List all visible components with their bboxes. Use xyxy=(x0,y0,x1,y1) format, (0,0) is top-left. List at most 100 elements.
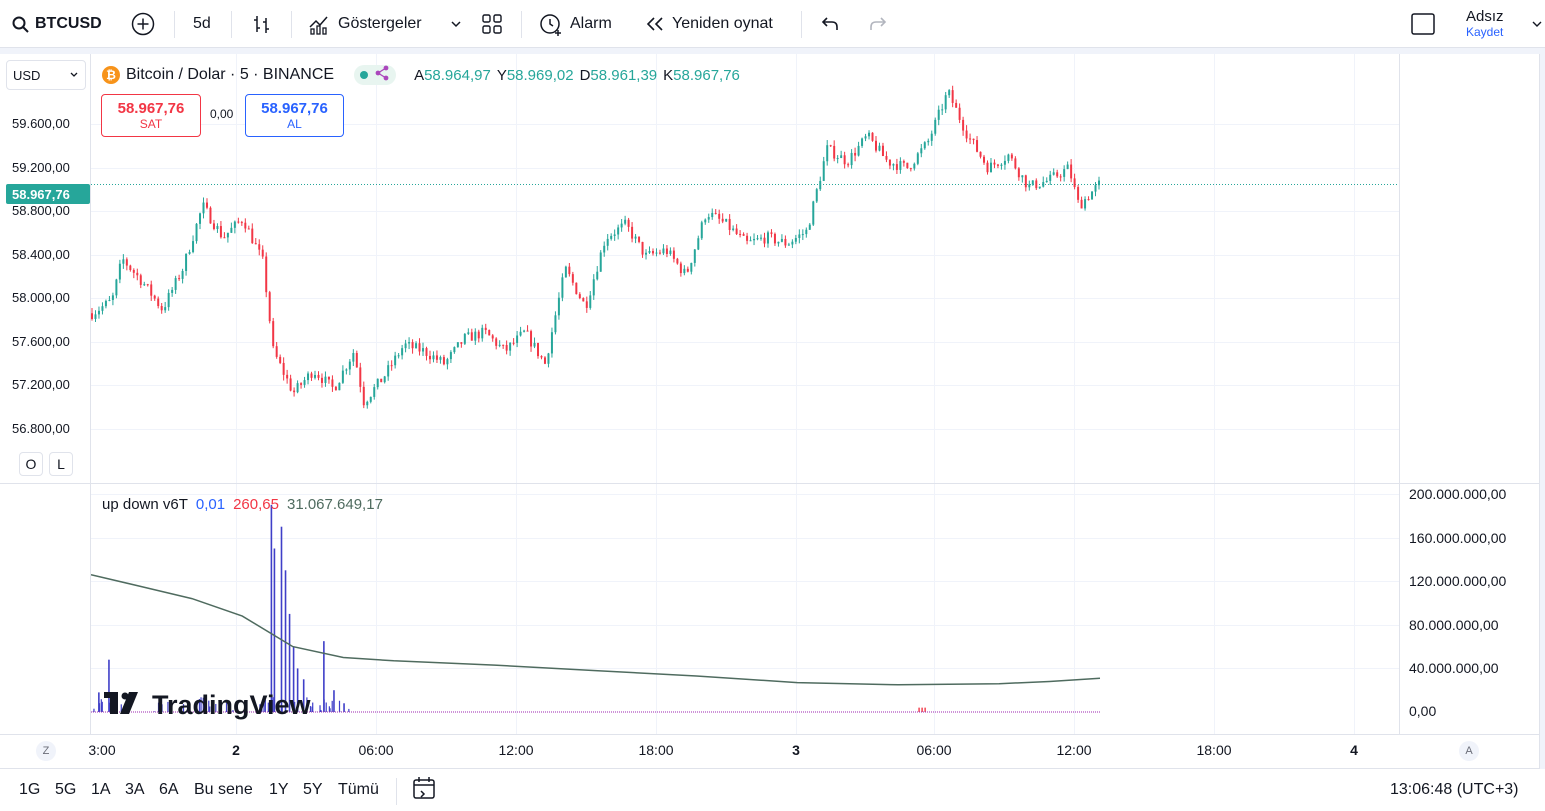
candle-body xyxy=(700,222,703,239)
indicator-bar xyxy=(225,702,228,712)
candle-body xyxy=(624,219,627,224)
candle-body xyxy=(314,374,317,378)
symbol-title[interactable]: Bitcoin / Dolar · 5 · BINANCE xyxy=(126,66,335,83)
candle-body xyxy=(822,161,825,181)
candle-body xyxy=(205,202,208,208)
candle-body xyxy=(122,259,125,264)
time-tick: 3:00 xyxy=(88,742,116,758)
candle-body xyxy=(739,233,742,235)
candle-body xyxy=(383,376,386,383)
currency-select[interactable]: USD xyxy=(6,60,86,90)
compare-symbol-button[interactable] xyxy=(131,0,155,48)
candle-body xyxy=(944,95,947,110)
range-5y-button[interactable]: 5Y xyxy=(303,781,323,798)
buy-button[interactable]: 58.967,76 AL xyxy=(245,94,344,137)
symbol-search-button[interactable]: BTCUSD xyxy=(12,0,102,48)
range-6m-button[interactable]: 6A xyxy=(159,781,179,798)
range-1m-button[interactable]: 1A xyxy=(91,781,111,798)
candle-body xyxy=(125,259,128,266)
redo-button[interactable] xyxy=(868,0,888,48)
indicator-legend[interactable]: up down v6T 0,01 260,65 31.067.649,17 xyxy=(102,496,383,513)
save-dropdown[interactable] xyxy=(1531,0,1543,48)
layout-name-button[interactable]: Adsız Kaydet xyxy=(1466,0,1504,48)
time-tick: 2 xyxy=(232,742,240,758)
candle-body xyxy=(380,378,383,383)
candle-body xyxy=(707,217,710,220)
candle-body xyxy=(199,213,202,224)
chart-area[interactable] xyxy=(0,54,1545,811)
indicator-bar xyxy=(100,699,102,712)
market-status-pill[interactable] xyxy=(354,65,397,85)
candle-body xyxy=(111,295,114,300)
candle-body xyxy=(442,357,445,365)
candle-body xyxy=(1077,187,1080,200)
candle-body xyxy=(760,237,763,239)
range-3m-button[interactable]: 3A xyxy=(125,781,145,798)
candle-body xyxy=(711,212,714,218)
candle-body xyxy=(286,374,289,379)
indicators-button[interactable]: Göstergeler xyxy=(308,0,422,48)
indicator-bar xyxy=(325,702,327,712)
candle-body xyxy=(526,330,529,332)
candle-body xyxy=(923,142,926,149)
indicator-templates-dropdown[interactable] xyxy=(449,0,463,48)
goto-date-button[interactable] xyxy=(411,769,437,811)
symbol-legend: ₿ Bitcoin / Dolar · 5 · BINANCE A58.964,… xyxy=(102,64,740,86)
grid-line xyxy=(934,54,935,734)
pane-separator[interactable] xyxy=(0,483,1540,484)
range-all-button[interactable]: Tümü xyxy=(338,781,379,798)
interval-button[interactable]: 5d xyxy=(193,0,211,48)
candle-body xyxy=(564,266,567,278)
auto-scale-button[interactable]: A xyxy=(1459,741,1479,761)
tradingview-watermark[interactable]: TradingView xyxy=(104,690,311,721)
range-5d-button[interactable]: 5G xyxy=(55,781,77,798)
alarm-button[interactable]: Alarm xyxy=(538,0,612,48)
layout-button[interactable] xyxy=(480,0,504,48)
toolbar-divider xyxy=(801,11,802,38)
candle-body xyxy=(171,289,174,293)
candle-body xyxy=(394,355,397,366)
candle-body xyxy=(1080,199,1083,209)
range-1y-button[interactable]: 1Y xyxy=(269,781,289,798)
lock-scale-button[interactable]: L xyxy=(49,452,73,476)
log-scale-button[interactable]: O xyxy=(19,452,43,476)
candle-body xyxy=(491,335,494,339)
indicator-bar xyxy=(312,702,314,712)
candle-body xyxy=(509,342,512,351)
sell-button[interactable]: 58.967,76 SAT xyxy=(101,94,201,137)
timezone-left-button[interactable]: Z xyxy=(36,741,56,761)
grid-line xyxy=(91,429,1399,430)
candle-body xyxy=(585,301,588,308)
candle-body xyxy=(1003,160,1006,165)
candle-body xyxy=(498,344,501,346)
candle-body xyxy=(1098,180,1100,186)
indicator-bar xyxy=(161,704,163,712)
grid-line xyxy=(1354,54,1355,734)
undo-button[interactable] xyxy=(820,0,840,48)
indicator-bar xyxy=(320,709,322,712)
clock-timezone-button[interactable]: 13:06:48 (UTC+3) xyxy=(1390,781,1519,798)
candle-body xyxy=(631,226,634,239)
range-ytd-button[interactable]: Bu sene xyxy=(194,781,253,798)
watermark-text: TradingView xyxy=(152,690,311,720)
candle-body xyxy=(1052,172,1055,175)
candle-body xyxy=(993,162,996,165)
candle-body xyxy=(300,383,303,385)
chart-type-button[interactable] xyxy=(251,0,273,48)
candle-body xyxy=(557,297,560,316)
indicator-bar xyxy=(120,704,122,712)
candle-body xyxy=(261,249,264,257)
candle-body xyxy=(575,282,578,295)
candle-body xyxy=(463,333,466,344)
candle-body xyxy=(885,156,888,160)
candle-body xyxy=(104,300,107,307)
candle-body xyxy=(460,342,463,344)
price-chart[interactable] xyxy=(91,54,1399,734)
fullscreen-button[interactable] xyxy=(1410,0,1436,48)
replay-button[interactable]: Yeniden oynat xyxy=(644,0,773,48)
indicator-bar xyxy=(288,613,291,712)
candle-body xyxy=(317,374,320,378)
candle-body xyxy=(428,355,431,360)
indicator-bar xyxy=(232,710,234,712)
range-1d-button[interactable]: 1G xyxy=(19,781,41,798)
